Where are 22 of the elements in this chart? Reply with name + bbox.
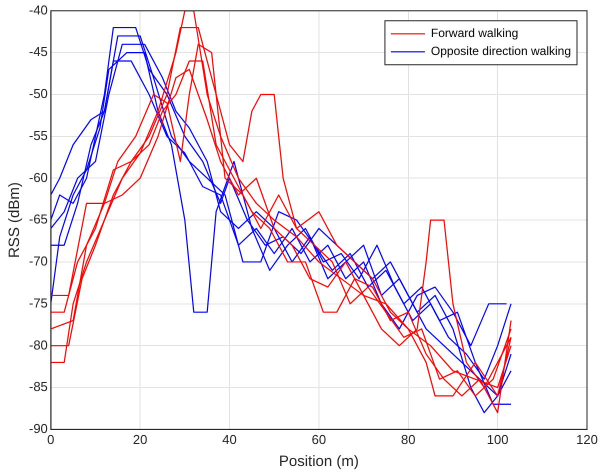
y-tick-label: -75 [28, 295, 48, 310]
y-tick-label: -45 [28, 44, 48, 60]
x-tick-label: 40 [222, 432, 237, 447]
y-tick-label: -65 [28, 212, 48, 227]
x-tick-label: 20 [132, 432, 148, 447]
x-tick-label: 80 [401, 432, 416, 447]
y-tick-label: -85 [28, 379, 48, 394]
y-tick-label: -60 [28, 170, 48, 185]
x-tick-label: 100 [486, 432, 508, 447]
y-tick-label: -55 [28, 128, 48, 143]
y-tick-label: -50 [28, 86, 48, 102]
x-tick-label: 120 [576, 432, 598, 447]
x-tick-label: 60 [312, 432, 326, 447]
x-tick-label: 0 [47, 432, 54, 447]
y-tick-label: -90 [28, 420, 48, 436]
y-axis-title: RSS (dBm) [6, 182, 24, 258]
y-tick-label: -80 [28, 337, 48, 352]
y-tick-label: -40 [28, 2, 48, 18]
y-tick-label: -70 [28, 254, 48, 269]
legend-label: Forward walking [430, 26, 518, 40]
legend-label: Opposite direction walking [430, 44, 572, 58]
x-axis-title: Position (m) [278, 453, 359, 470]
